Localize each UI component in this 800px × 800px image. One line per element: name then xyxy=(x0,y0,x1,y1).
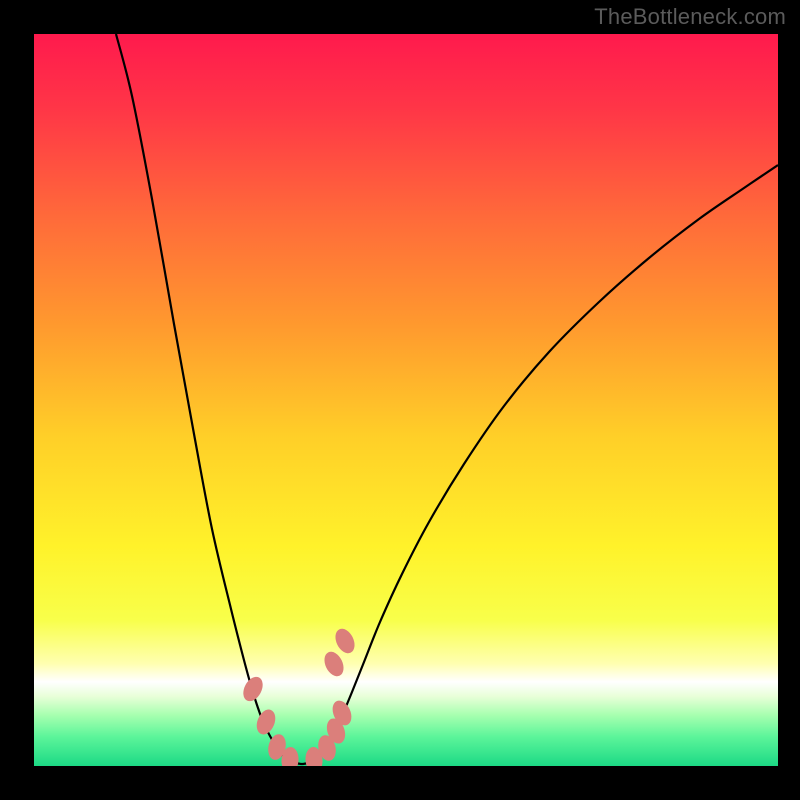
watermark-text: TheBottleneck.com xyxy=(594,4,786,30)
curve-bead xyxy=(239,674,266,705)
curve-bead xyxy=(332,626,359,657)
chart-svg xyxy=(34,34,778,766)
curve-beads xyxy=(239,626,358,766)
curve-bead xyxy=(321,649,348,680)
plot-area xyxy=(34,34,778,766)
canvas-background: TheBottleneck.com xyxy=(0,0,800,800)
bottleneck-curve xyxy=(116,34,778,764)
curve-bead xyxy=(253,707,279,737)
